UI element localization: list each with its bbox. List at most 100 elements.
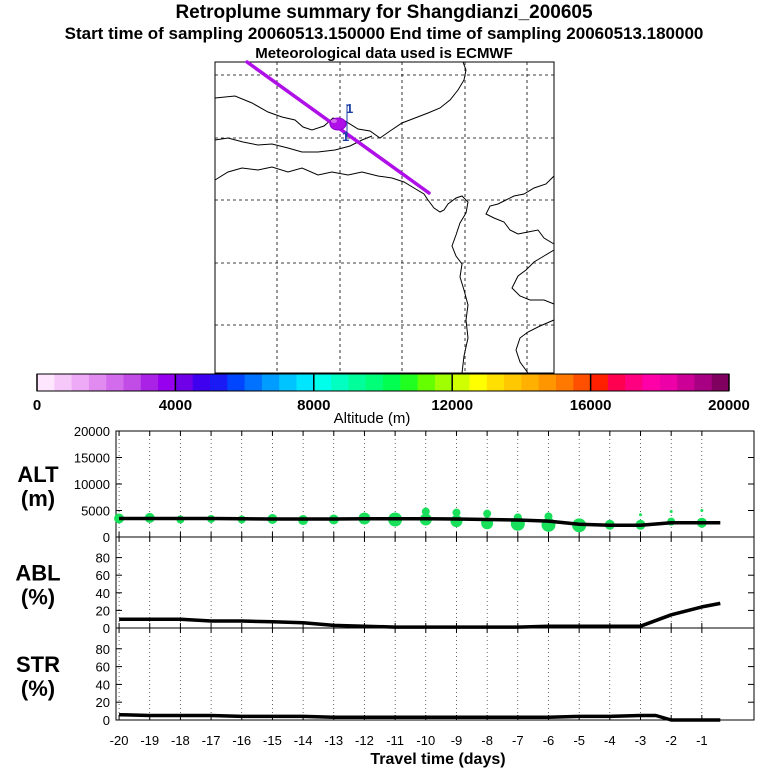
x-tick-label: -16 [232, 733, 251, 748]
colorbar-tick-label: 0 [33, 397, 41, 414]
colorbar-swatch [71, 374, 90, 391]
colorbar-swatch [486, 374, 505, 391]
colorbar-tick-label: 16000 [570, 397, 612, 414]
y-tick-label: 80 [96, 551, 110, 566]
y-tick-label: 20000 [74, 424, 110, 439]
panel-frame [115, 627, 755, 721]
colorbar-swatch [227, 374, 246, 391]
colorbar-swatch [210, 374, 228, 391]
y-tick-label: 15000 [74, 451, 110, 466]
colorbar-swatch [556, 374, 574, 391]
colorbar-swatch [296, 374, 315, 391]
colorbar-swatch [279, 374, 297, 391]
x-axis-label: Travel time (days) [370, 751, 505, 768]
y-tick-label: 10000 [74, 477, 110, 492]
colorbar-swatch [106, 374, 124, 391]
y-tick-label: 0 [103, 713, 110, 728]
altitude-point [421, 507, 430, 516]
map-coastlines [214, 61, 555, 374]
y-tick-label: 60 [96, 660, 110, 675]
x-tick-label: -11 [386, 733, 404, 748]
colorbar-swatch [694, 374, 713, 391]
colorbar-swatch [244, 374, 263, 391]
colorbar-swatch [365, 374, 384, 391]
x-tick-label: -4 [604, 733, 616, 748]
altitude-point [669, 510, 673, 514]
altitude-point [114, 513, 125, 524]
panel-unit-alt: (m) [21, 486, 55, 511]
colorbar-swatch [677, 374, 695, 391]
time-series-panels: 05000100001500020000ALT(m)020406080ABL(%… [15, 424, 755, 748]
colorbar-swatch [123, 374, 142, 391]
map-gridlines [215, 62, 554, 373]
colorbar-tick-label: 20000 [708, 397, 750, 414]
colorbar-swatch [37, 374, 55, 391]
colorbar-label: Altitude (m) [334, 410, 411, 427]
altitude-point [483, 509, 492, 518]
colorbar-swatch [452, 374, 470, 391]
y-tick-label: 80 [96, 642, 110, 657]
altitude-point [450, 515, 463, 528]
map-frame [214, 61, 555, 374]
colorbar-swatch [313, 374, 332, 391]
x-tick-label: -18 [171, 733, 190, 748]
y-tick-label: 40 [96, 677, 110, 692]
panel-label-alt: ALT [17, 462, 59, 487]
panel-unit-abl: (%) [21, 585, 55, 610]
altitude-point [700, 509, 704, 512]
colorbar-swatch [158, 374, 176, 391]
x-tick-label: -2 [665, 733, 677, 748]
x-tick-label: -10 [416, 733, 435, 748]
colorbar-tick-label: 4000 [159, 397, 192, 414]
colorbar-swatch [331, 374, 349, 391]
panel-unit-str: (%) [21, 676, 55, 701]
colorbar-swatch [607, 374, 626, 391]
colorbar-swatch [469, 374, 488, 391]
y-tick-label: 60 [96, 568, 110, 583]
colorbar-swatch [659, 374, 678, 391]
x-tick-label: -6 [543, 733, 555, 748]
x-tick-label: -12 [355, 733, 374, 748]
retroplume-trajectory: 1 1 [245, 60, 431, 195]
x-tick-label: -17 [202, 733, 221, 748]
colorbar-swatch [383, 374, 401, 391]
y-tick-label: 20 [96, 603, 110, 618]
sampling-time-subtitle: Start time of sampling 20060513.150000 E… [64, 24, 704, 43]
series-line-str [119, 712, 721, 722]
altitude-point [452, 508, 461, 517]
panel-alt: 0 5000 10000 15000 20000 ALT(m) [17, 424, 755, 545]
panel-abl: 0 20 40 60 80 ABL(%) [15, 536, 755, 636]
x-tick-label: -13 [324, 733, 343, 748]
x-tick-label: -1 [696, 733, 708, 748]
altitude-point [639, 513, 643, 517]
colorbar-swatch [88, 374, 107, 391]
panel-frame [115, 536, 755, 629]
x-tick-label: -7 [512, 733, 524, 748]
x-tick-label: -9 [451, 733, 463, 748]
y-tick-label: 0 [103, 621, 110, 636]
map-marker-label-1: 1 [346, 101, 353, 116]
chart-title: Retroplume summary for Shangdianzi_20060… [175, 2, 593, 23]
y-tick-label: 5000 [81, 504, 110, 519]
colorbar-swatch [538, 374, 557, 391]
colorbar-swatch [192, 374, 211, 391]
x-tick-label: -8 [481, 733, 493, 748]
panel-label-str: STR [16, 652, 60, 677]
y-tick-label: 20 [96, 695, 110, 710]
colorbar-swatch [140, 374, 159, 391]
colorbar-swatch [54, 374, 73, 391]
y-tick-label: 40 [96, 586, 110, 601]
x-tick-label: -19 [140, 733, 159, 748]
colorbar-swatch [417, 374, 436, 391]
colorbar-swatch [573, 374, 592, 391]
colorbar-swatch [400, 374, 419, 391]
colorbar-swatch [590, 374, 609, 391]
y-tick-label: 0 [103, 530, 110, 545]
plume-cluster-core [331, 119, 337, 123]
colorbar-swatch [261, 374, 280, 391]
x-tick-label: -20 [110, 733, 129, 748]
altitude-colorbar: 0 4000 8000 12000 16000 20000 [33, 373, 750, 414]
colorbar-tick-label: 12000 [431, 397, 473, 414]
x-tick-label: -3 [635, 733, 647, 748]
